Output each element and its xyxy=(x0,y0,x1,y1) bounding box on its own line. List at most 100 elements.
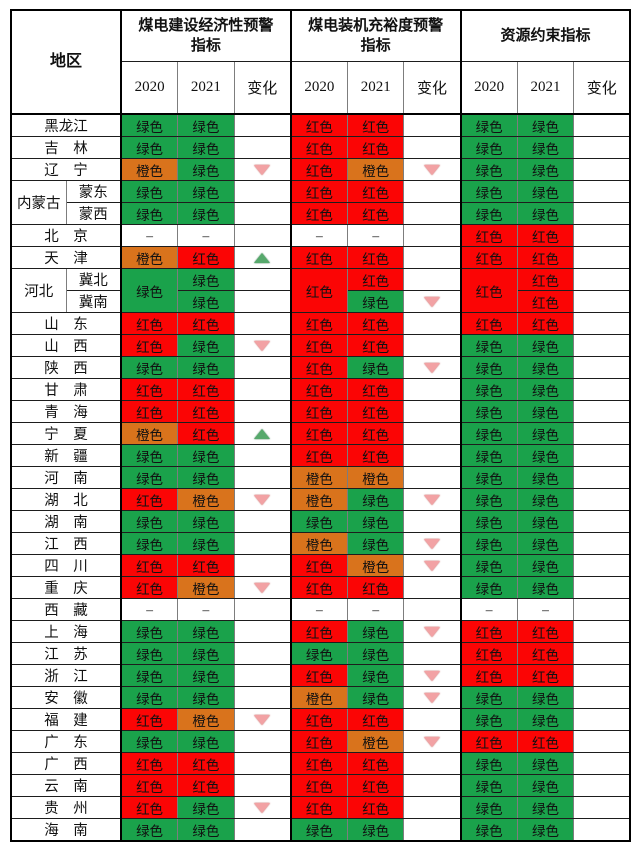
status-cell: 绿色 xyxy=(459,686,518,709)
change-cell xyxy=(403,488,462,511)
empty-cell xyxy=(403,510,462,533)
status-cell: 红色 xyxy=(289,378,348,401)
region-cell: 河北 xyxy=(10,268,67,313)
col-header-2020: 2020 xyxy=(459,61,518,115)
status-cell: 绿色 xyxy=(459,752,518,775)
status-cell: 绿色 xyxy=(516,113,575,137)
status-cell: 红色 xyxy=(516,290,575,313)
status-cell: 绿色 xyxy=(120,642,179,665)
empty-cell xyxy=(403,312,462,335)
empty-cell xyxy=(573,290,631,313)
empty-cell xyxy=(233,774,292,797)
status-cell: 绿色 xyxy=(459,136,518,159)
status-cell: 绿色 xyxy=(346,686,405,709)
status-cell: 绿色 xyxy=(177,730,235,753)
table-row: 宁 夏橙色 红色 红色 红色 绿色 绿色 xyxy=(10,422,631,445)
table-header: 地区 煤电建设经济性预警 指标 煤电装机充裕度预警 指标 资源约束指标 2020… xyxy=(10,9,631,115)
status-cell: 红色 xyxy=(289,752,348,775)
status-cell: 绿色 xyxy=(177,642,235,665)
status-cell: 红色 xyxy=(120,752,179,775)
empty-cell xyxy=(403,268,462,291)
status-cell: 红色 xyxy=(516,664,575,687)
status-cell: 红色 xyxy=(289,664,348,687)
empty-cell xyxy=(573,444,631,467)
empty-cell xyxy=(233,180,292,203)
change-cell xyxy=(403,664,462,687)
status-cell: 绿色 xyxy=(459,113,518,137)
status-cell: 红色 xyxy=(289,180,348,203)
status-cell: 绿色 xyxy=(120,136,179,159)
status-cell: 绿色 xyxy=(459,532,518,555)
status-cell: 绿色 xyxy=(346,488,405,511)
table-row: 广 东绿色 绿色 红色 橙色 红色 红色 xyxy=(10,730,631,753)
empty-cell xyxy=(573,752,631,775)
status-cell: 橙色 xyxy=(289,466,348,489)
status-cell: 红色 xyxy=(516,642,575,665)
empty-cell xyxy=(573,224,631,247)
status-cell: 绿色 xyxy=(120,180,179,203)
status-cell: 绿色 xyxy=(516,136,575,159)
region-cell: 甘 肃 xyxy=(10,378,122,401)
region-cell: 安 徽 xyxy=(10,686,122,709)
table-row: 河北 冀北 绿色 绿色 红色 红色 红色 红色 xyxy=(10,268,631,313)
region-cell: 陕 西 xyxy=(10,356,122,379)
status-cell: 红色 xyxy=(346,246,405,269)
status-cell: 红色 xyxy=(289,576,348,599)
status-cell: 红色 xyxy=(289,620,348,643)
region-cell: 湖 南 xyxy=(10,510,122,533)
table-row: 广 西红色 红色 红色 红色 绿色 绿色 xyxy=(10,752,631,775)
empty-cell xyxy=(403,246,462,269)
region-cell: 福 建 xyxy=(10,708,122,731)
table-row: 湖 南绿色 绿色 绿色 绿色 绿色 绿色 xyxy=(10,510,631,533)
empty-cell xyxy=(573,510,631,533)
status-cell: 红色 xyxy=(177,422,235,445)
down-triangle-icon xyxy=(424,671,441,682)
empty-cell xyxy=(403,224,462,247)
status-cell: 绿色 xyxy=(120,620,179,643)
change-cell xyxy=(233,488,292,511)
status-cell: 红色 xyxy=(177,400,235,423)
empty-cell xyxy=(233,224,292,247)
status-cell: 绿色 xyxy=(459,444,518,467)
empty-cell xyxy=(573,598,631,621)
status-cell: 绿色 xyxy=(516,466,575,489)
status-cell: 红色 xyxy=(459,224,518,247)
empty-cell xyxy=(573,708,631,731)
empty-cell xyxy=(403,113,462,137)
change-cell xyxy=(403,620,462,643)
empty-cell xyxy=(573,818,631,842)
status-cell: 红色 xyxy=(346,312,405,335)
empty-cell xyxy=(233,554,292,577)
empty-cell xyxy=(573,202,631,225)
down-triangle-icon xyxy=(424,539,441,550)
status-cell: 绿色 xyxy=(516,796,575,819)
status-cell: 绿色 xyxy=(177,356,235,379)
change-cell xyxy=(233,334,292,357)
status-cell: 红色 xyxy=(346,113,405,137)
status-cell: 红色 xyxy=(120,796,179,819)
change-cell xyxy=(403,158,462,181)
table-row: 福 建红色 橙色 红色 红色 绿色 绿色 xyxy=(10,708,631,731)
empty-cell xyxy=(233,752,292,775)
empty-cell xyxy=(403,400,462,423)
down-triangle-icon xyxy=(254,583,271,594)
empty-cell xyxy=(573,774,631,797)
empty-cell xyxy=(233,466,292,489)
status-cell: 绿色 xyxy=(346,642,405,665)
status-cell: 橙色 xyxy=(177,488,235,511)
no-data-cell: – xyxy=(177,224,235,247)
region-cell: 贵 州 xyxy=(10,796,122,819)
table-row: 海 南绿色 绿色 绿色 绿色 绿色 绿色 xyxy=(10,818,631,842)
status-cell: 绿色 xyxy=(120,113,179,137)
subregion-cell: 冀北 xyxy=(65,268,122,291)
status-cell: 绿色 xyxy=(459,818,518,842)
empty-cell xyxy=(233,532,292,555)
status-cell: 红色 xyxy=(289,796,348,819)
status-cell: 红色 xyxy=(516,730,575,753)
no-data-cell: – xyxy=(346,224,405,247)
empty-cell xyxy=(573,664,631,687)
status-cell: 绿色 xyxy=(120,466,179,489)
down-triangle-icon xyxy=(424,737,441,748)
col-header-change: 变化 xyxy=(573,61,631,115)
status-cell: 红色 xyxy=(289,444,348,467)
